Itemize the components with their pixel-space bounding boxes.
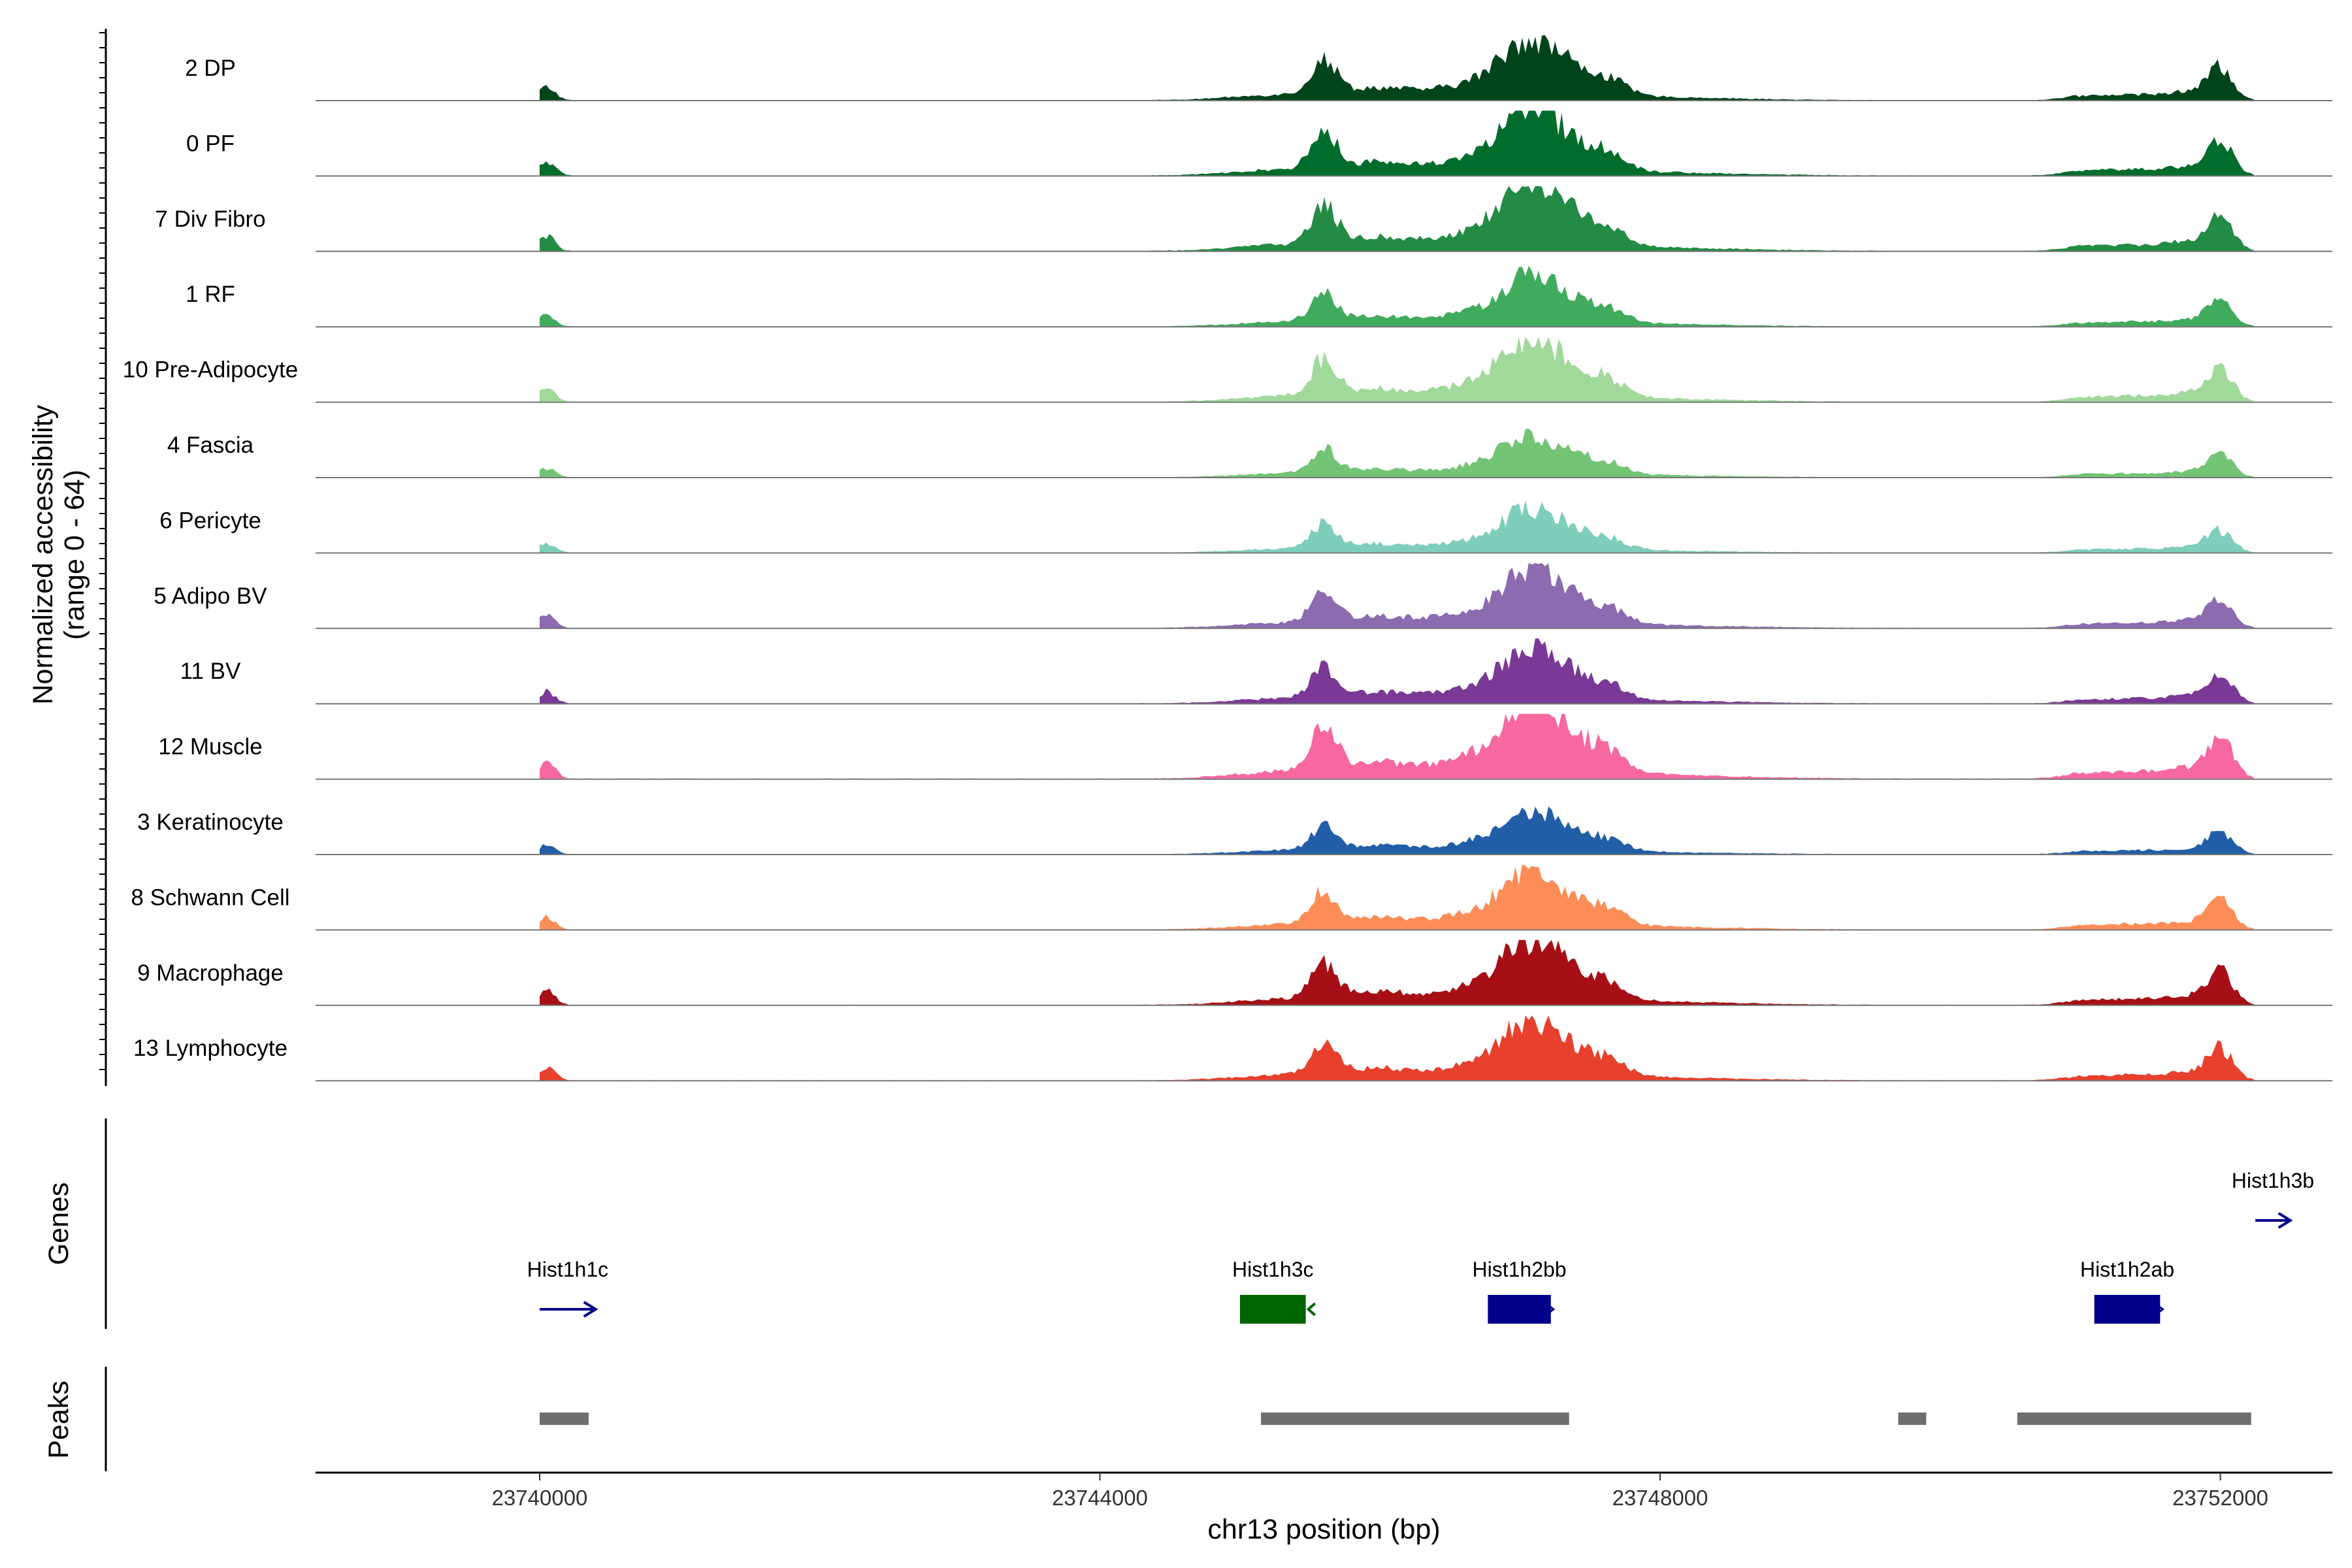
coverage-area-13 — [540, 939, 2254, 1005]
coverage-area-9 — [540, 638, 2254, 704]
peak-3 — [1898, 1413, 1927, 1425]
peak-track-title: Peaks — [43, 1380, 74, 1459]
gene-label: Hist1h2bb — [1473, 1258, 1567, 1281]
coverage-area-6 — [540, 428, 2254, 478]
gene-label: Hist1h1c — [527, 1258, 609, 1281]
track-label-12: 8 Schwann Cell — [131, 885, 289, 910]
peak-2 — [1261, 1413, 1569, 1425]
track-label-6: 4 Fascia — [167, 433, 254, 458]
x-axis-title: chr13 position (bp) — [1207, 1514, 1440, 1545]
track-label-10: 12 Muscle — [158, 734, 263, 760]
track-12 — [316, 864, 2332, 931]
track-label-1: 2 DP — [185, 56, 236, 81]
coverage-area-14 — [540, 1015, 2254, 1081]
peak-1 — [540, 1413, 589, 1425]
gene-Hist1h3c: Hist1h3c — [1232, 1258, 1316, 1324]
gene-track: Genes Hist1h1c Hist1h3c Hist1h2bb Hist1h2ab H… — [43, 1119, 2314, 1329]
y-axis-title: Normalized accessibility — [27, 404, 59, 704]
track-9 — [316, 638, 2332, 705]
x-tick-label: 23752000 — [2172, 1486, 2268, 1510]
coverage-area-12 — [540, 864, 2254, 930]
track-3 — [316, 186, 2332, 252]
coverage-area-4 — [540, 265, 2254, 327]
gene-label: Hist1h3c — [1232, 1258, 1314, 1281]
coverage-area-1 — [540, 35, 2254, 101]
track-8 — [316, 563, 2332, 629]
coverage-tracks — [316, 35, 2332, 1082]
gene-label: Hist1h3b — [2232, 1169, 2314, 1192]
peak-4 — [2017, 1413, 2251, 1425]
track-1 — [316, 35, 2332, 101]
track-10 — [316, 713, 2332, 780]
track-14 — [316, 1015, 2332, 1082]
track-13 — [316, 939, 2332, 1006]
coverage-area-7 — [540, 500, 2254, 553]
coverage-area-2 — [540, 110, 2254, 176]
gene-label: Hist1h2ab — [2080, 1258, 2174, 1281]
strand-marker — [1306, 1302, 1316, 1316]
track-label-8: 5 Adipo BV — [154, 583, 267, 609]
track-label-5: 10 Pre-Adipocyte — [123, 357, 298, 383]
x-tick-label: 23740000 — [492, 1486, 588, 1510]
gene-Hist1h2ab: Hist1h2ab — [2080, 1258, 2174, 1324]
gene-body — [1488, 1295, 1551, 1324]
track-label-2: 0 PF — [186, 131, 235, 156]
coverage-area-3 — [540, 186, 2254, 252]
strand-marker — [2157, 1304, 2164, 1315]
gene-track-title: Genes — [43, 1183, 74, 1266]
coverage-area-5 — [540, 336, 2254, 402]
gene-Hist1h1c: Hist1h1c — [527, 1258, 609, 1318]
axes: Normalized accessibility (range 0 - 64) 23… — [27, 29, 2332, 1545]
track-6 — [316, 428, 2332, 478]
track-label-4: 1 RF — [186, 282, 235, 307]
x-tick-label: 23748000 — [1612, 1486, 1708, 1510]
track-11 — [316, 806, 2332, 855]
track-label-9: 11 BV — [180, 659, 241, 684]
track-label-7: 6 Pericyte — [159, 508, 261, 533]
coverage-area-8 — [540, 563, 2254, 629]
track-label-13: 9 Macrophage — [137, 960, 284, 986]
gene-body — [1239, 1295, 1306, 1324]
strand-marker — [1547, 1304, 1556, 1315]
track-4 — [316, 265, 2332, 328]
gene-Hist1h3b: Hist1h3b — [2232, 1169, 2314, 1229]
track-label-3: 7 Div Fibro — [155, 206, 265, 232]
track-7 — [316, 500, 2332, 554]
coverage-area-10 — [540, 713, 2254, 779]
gene-Hist1h2bb: Hist1h2bb — [1473, 1258, 1567, 1324]
track-2 — [316, 110, 2332, 177]
x-tick-label: 23744000 — [1052, 1486, 1148, 1510]
track-label-11: 3 Keratinocyte — [137, 809, 284, 835]
track-5 — [316, 336, 2332, 403]
gene-body — [2094, 1295, 2161, 1324]
strand-arrow — [583, 1301, 598, 1318]
track-label-14: 13 Lymphocyte — [133, 1036, 287, 1061]
y-axis-range: (range 0 - 64) — [59, 470, 90, 640]
strand-arrow — [2278, 1212, 2293, 1229]
peak-track: Peaks — [43, 1367, 2251, 1471]
coverage-area-11 — [540, 806, 2254, 855]
track-labels: 2 DP 0 PF 7 Div Fibro 1 RF 10 Pre-Adipocyte 4… — [123, 56, 298, 1061]
